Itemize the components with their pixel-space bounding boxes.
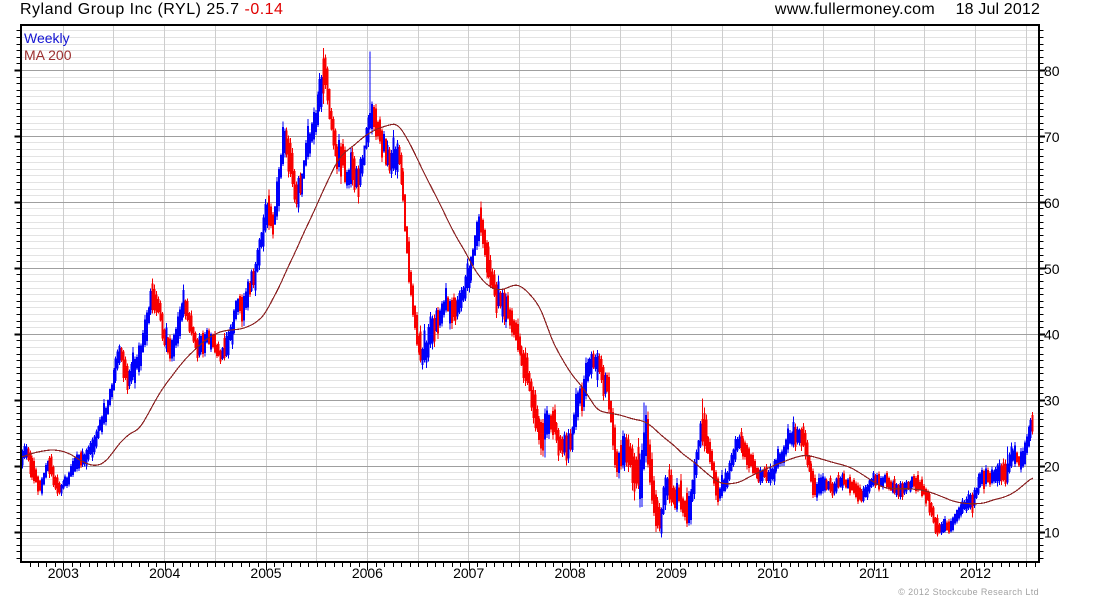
svg-text:2007: 2007 bbox=[453, 565, 484, 581]
svg-text:50: 50 bbox=[1044, 261, 1060, 277]
svg-text:70: 70 bbox=[1044, 129, 1060, 145]
svg-text:2010: 2010 bbox=[757, 565, 788, 581]
svg-text:2008: 2008 bbox=[555, 565, 586, 581]
svg-text:2004: 2004 bbox=[149, 565, 180, 581]
svg-text:10: 10 bbox=[1044, 525, 1060, 541]
svg-text:2006: 2006 bbox=[352, 565, 383, 581]
svg-text:40: 40 bbox=[1044, 327, 1060, 343]
svg-text:20: 20 bbox=[1044, 459, 1060, 475]
svg-text:2011: 2011 bbox=[859, 565, 889, 581]
svg-text:60: 60 bbox=[1044, 195, 1060, 211]
svg-text:2009: 2009 bbox=[656, 565, 687, 581]
svg-text:2003: 2003 bbox=[48, 565, 79, 581]
svg-text:30: 30 bbox=[1044, 393, 1060, 409]
svg-text:2012: 2012 bbox=[960, 565, 991, 581]
svg-text:2005: 2005 bbox=[250, 565, 281, 581]
svg-text:80: 80 bbox=[1044, 63, 1060, 79]
